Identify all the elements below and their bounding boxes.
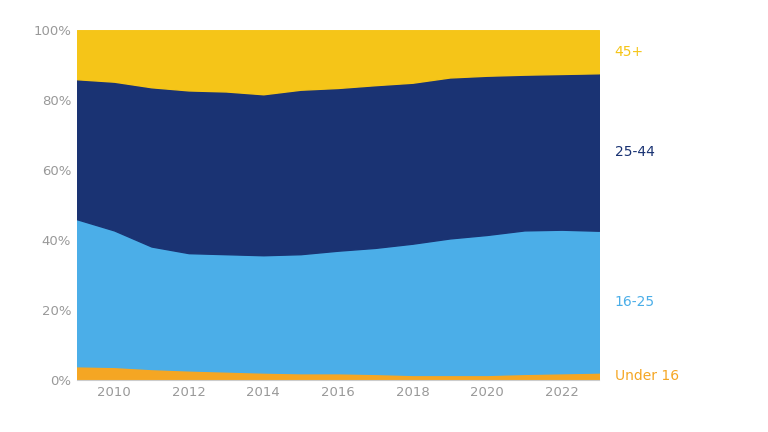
Text: 16-25: 16-25: [614, 295, 655, 308]
Text: 25-44: 25-44: [614, 145, 654, 159]
Text: 45+: 45+: [614, 45, 644, 59]
Text: Under 16: Under 16: [614, 369, 679, 383]
